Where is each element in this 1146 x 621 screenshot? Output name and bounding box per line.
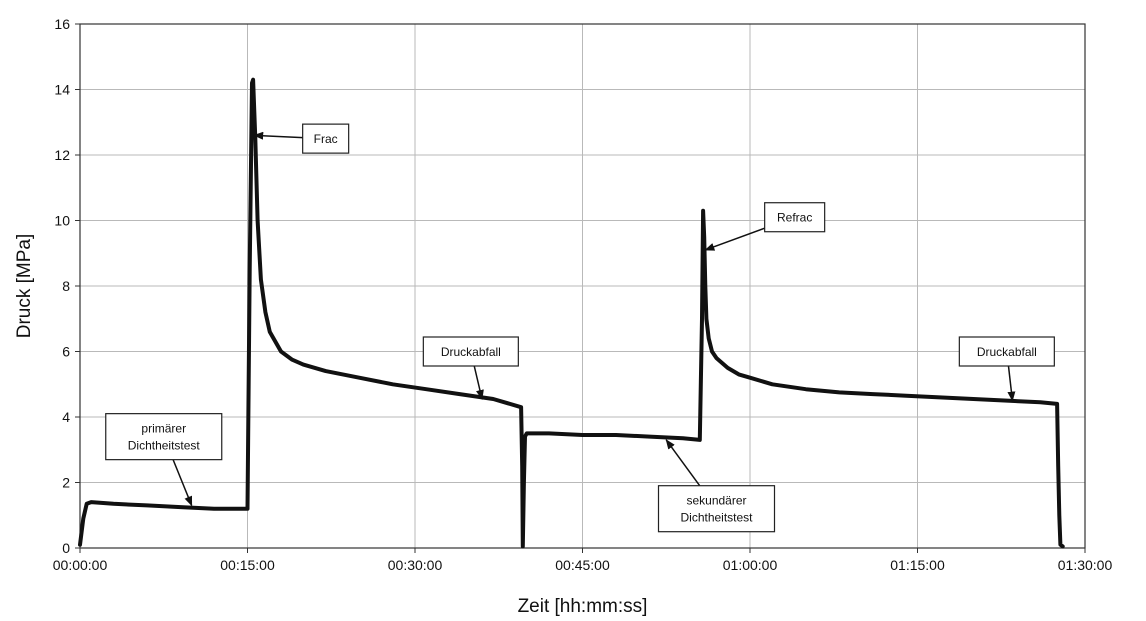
x-tick-label-0: 00:00:00 [53,557,108,573]
annotation-3-text-1: Dichtheitstest [680,511,753,525]
annotation-layer: primärer Dichtheitstest Frac Druckabfall sek… [105,123,1055,533]
x-tick-label-1: 00:15:00 [220,557,275,573]
annotation-box-0 [105,413,223,461]
annotation-arrow-4 [704,227,765,251]
x-tick-label-4: 01:00:00 [723,557,778,573]
annotation-1: Frac [253,123,350,154]
y-axis-ticks: 0 2 4 6 8 10 12 14 16 [54,16,80,556]
annotation-0-text-1: Dichtheitstest [128,439,201,453]
annotation-0: primärer Dichtheitstest [105,413,223,507]
annotation-0-text-0: primärer [141,422,186,436]
x-tick-label-3: 00:45:00 [555,557,610,573]
annotation-arrow-1 [253,131,303,140]
y-tick-label-6: 12 [54,147,70,163]
annotation-box-3 [657,485,776,533]
y-tick-label-7: 14 [54,82,70,98]
annotation-5: Druckabfall [958,336,1055,402]
series-line-0 [78,77,1065,549]
annotation-4-text-0: Refrac [777,211,812,225]
x-tick-label-2: 00:30:00 [388,557,443,573]
y-tick-label-5: 10 [54,213,70,229]
annotation-4: Refrac [704,202,826,251]
grid-lines [79,23,1086,549]
annotation-arrow-3 [665,439,701,487]
annotation-arrow-0 [172,459,193,507]
x-axis-title: Zeit [hh:mm:ss] [518,596,648,617]
annotation-box-5 [958,336,1055,367]
annotation-5-text-0: Druckabfall [977,345,1037,359]
y-tick-label-0: 0 [62,540,70,556]
y-tick-label-1: 2 [62,475,70,491]
y-tick-label-2: 4 [62,409,70,425]
annotation-2: Druckabfall [422,336,519,400]
y-tick-label-4: 8 [62,278,70,294]
annotation-3: sekundärer Dichtheitstest [657,439,776,533]
annotation-box-1 [302,123,350,154]
annotation-arrow-5 [1007,365,1016,402]
annotation-2-text-0: Druckabfall [441,345,501,359]
series-layer [78,77,1065,549]
y-tick-label-8: 16 [54,16,70,32]
annotation-box-4 [764,202,826,233]
annotation-arrow-2 [473,365,484,400]
annotation-1-text-0: Frac [314,132,338,146]
annotation-3-text-0: sekundärer [686,494,746,508]
annotation-box-2 [422,336,519,367]
y-tick-label-3: 6 [62,344,70,360]
x-tick-label-6: 01:30:00 [1058,557,1113,573]
x-axis-ticks: 00:00:00 00:15:00 00:30:00 00:45:00 01:00:00… [53,548,1113,573]
y-axis-title: Druck [MPa] [14,234,35,339]
x-tick-label-5: 01:15:00 [890,557,945,573]
